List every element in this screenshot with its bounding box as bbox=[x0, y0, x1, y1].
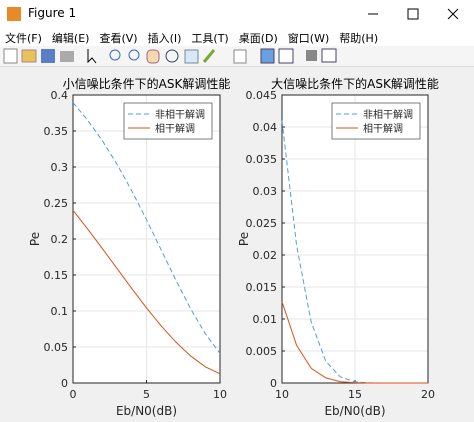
tool-dock[interactable] bbox=[321, 48, 337, 63]
menu-item[interactable]: 文件(F) bbox=[5, 32, 42, 45]
tool-brush[interactable] bbox=[202, 49, 216, 63]
y-axis-label: Pe bbox=[28, 232, 42, 246]
toolbar bbox=[0, 46, 474, 67]
y-tick-label: 0.25 bbox=[44, 197, 69, 210]
tool-pan[interactable] bbox=[146, 49, 160, 64]
y-tick-label: 0.005 bbox=[246, 345, 278, 358]
toolbar-icons bbox=[3, 48, 337, 64]
y-tick-label: 0.02 bbox=[253, 249, 278, 262]
series-line bbox=[281, 301, 428, 384]
tool-hide[interactable] bbox=[306, 50, 317, 61]
window-title: Figure 1 bbox=[28, 6, 77, 20]
tool-print[interactable] bbox=[60, 51, 74, 62]
x-tick-label: 10 bbox=[275, 388, 289, 401]
menu-item[interactable]: 查看(V) bbox=[99, 32, 138, 45]
menu-bar: 文件(F) 编辑(E) 查看(V) 插入(I) 工具(T) 桌面(D) 窗口(W) 帮助(H) bbox=[0, 28, 474, 46]
tool-select[interactable] bbox=[87, 49, 97, 64]
y-tick-label: 0 bbox=[270, 377, 277, 390]
chart-title: 大信噪比条件下的ASK解调性能 bbox=[271, 76, 439, 91]
y-tick-label: 0.4 bbox=[51, 89, 69, 102]
y-tick-label: 0.1 bbox=[51, 305, 69, 318]
y-tick-label: 0.35 bbox=[44, 125, 69, 138]
tool-rotate[interactable] bbox=[165, 49, 179, 63]
menu-item[interactable]: 桌面(D) bbox=[238, 32, 278, 45]
menu-item[interactable]: 编辑(E) bbox=[51, 32, 90, 45]
figure-canvas: 0 0.05 0.1 0.15 0.2 0.25 0.3 0.35 0.4 0 5 10 小信噪比条件下… bbox=[28, 76, 439, 418]
x-axis-label: Eb/N0(dB) bbox=[324, 404, 385, 418]
y-tick-label: 0.2 bbox=[51, 233, 69, 246]
menu-item[interactable]: 窗口(W) bbox=[287, 32, 330, 45]
tool-save[interactable] bbox=[41, 49, 55, 63]
app-icon bbox=[7, 7, 21, 21]
legend-label: 非相干解调 bbox=[155, 108, 205, 121]
x-tick-label: 5 bbox=[143, 388, 150, 401]
y-tick-label: 0.025 bbox=[246, 217, 278, 230]
legend-box bbox=[123, 102, 213, 140]
legend-label: 非相干解调 bbox=[363, 108, 413, 121]
tool-link[interactable] bbox=[233, 49, 247, 64]
menu-item[interactable]: 帮助(H) bbox=[339, 32, 379, 45]
legend-label: 相干解调 bbox=[363, 122, 403, 135]
x-tick-label: 0 bbox=[70, 388, 77, 401]
y-tick-label: 0.015 bbox=[246, 281, 278, 294]
chart-title: 小信噪比条件下的ASK解调性能 bbox=[63, 76, 231, 91]
y-tick-label: 0.03 bbox=[253, 185, 278, 198]
tool-datacursor[interactable] bbox=[184, 49, 199, 64]
title-bar-icons bbox=[7, 7, 459, 21]
tool-legend[interactable] bbox=[278, 48, 294, 64]
maximize-button[interactable] bbox=[407, 8, 419, 20]
series-line bbox=[72, 102, 221, 354]
title-bar: Figure 1 bbox=[0, 0, 474, 28]
legend-label: 相干解调 bbox=[155, 122, 195, 135]
menu-item[interactable]: 工具(T) bbox=[191, 32, 229, 45]
y-axis-label: Pe bbox=[237, 232, 251, 246]
axes-box bbox=[72, 94, 221, 384]
y-tick-label: 0.01 bbox=[253, 313, 278, 326]
x-tick-label: 20 bbox=[421, 388, 435, 401]
series-line bbox=[72, 210, 221, 375]
tool-zoom-in[interactable] bbox=[109, 49, 121, 61]
y-tick-label: 0.05 bbox=[44, 341, 69, 354]
tool-open[interactable] bbox=[21, 49, 37, 63]
y-tick-label: 0.035 bbox=[246, 153, 278, 166]
tool-colorbar[interactable] bbox=[260, 48, 275, 64]
tool-new[interactable] bbox=[3, 48, 18, 64]
y-tick-label: 0 bbox=[61, 377, 68, 390]
y-tick-label: 0.3 bbox=[51, 161, 69, 174]
y-tick-label: 0.15 bbox=[44, 269, 69, 282]
x-tick-label: 15 bbox=[348, 388, 362, 401]
y-tick-label: 0.04 bbox=[253, 121, 278, 134]
x-axis-label: Eb/N0(dB) bbox=[116, 404, 177, 418]
menu-item[interactable]: 插入(I) bbox=[147, 32, 182, 45]
tool-zoom-out[interactable] bbox=[128, 49, 140, 61]
x-tick-label: 10 bbox=[213, 388, 227, 401]
y-tick-label: 0.045 bbox=[246, 89, 278, 102]
legend-box bbox=[331, 102, 421, 140]
close-button[interactable] bbox=[447, 8, 459, 20]
